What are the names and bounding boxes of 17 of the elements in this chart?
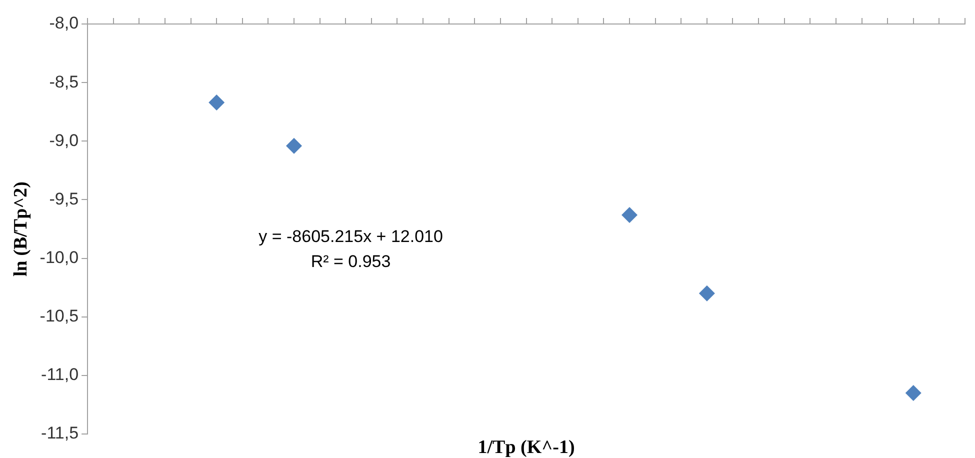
y-tick-label: -8,0 bbox=[49, 14, 79, 33]
y-tick-label: -11,0 bbox=[41, 365, 79, 384]
point bbox=[698, 285, 715, 302]
annotation: R² = 0.953 bbox=[310, 252, 391, 271]
y-tick-label: -10,0 bbox=[40, 248, 79, 267]
annotation: y = -8605.215x + 12.010 bbox=[258, 226, 443, 246]
point bbox=[208, 94, 225, 110]
point bbox=[622, 206, 638, 223]
y-axis-title: ln (B/Tp^2) bbox=[10, 182, 32, 276]
x-axis-title: 1/Tp (K^-1) bbox=[478, 436, 575, 458]
y-tick-label: -9,5 bbox=[49, 189, 79, 208]
y-tick-label: -10,5 bbox=[40, 306, 79, 326]
y-tick-label: -9,0 bbox=[49, 130, 79, 150]
point bbox=[905, 385, 922, 401]
y-tick-label: -11,5 bbox=[41, 424, 79, 443]
y-tick-label: -8,5 bbox=[49, 72, 79, 92]
point bbox=[286, 138, 302, 154]
